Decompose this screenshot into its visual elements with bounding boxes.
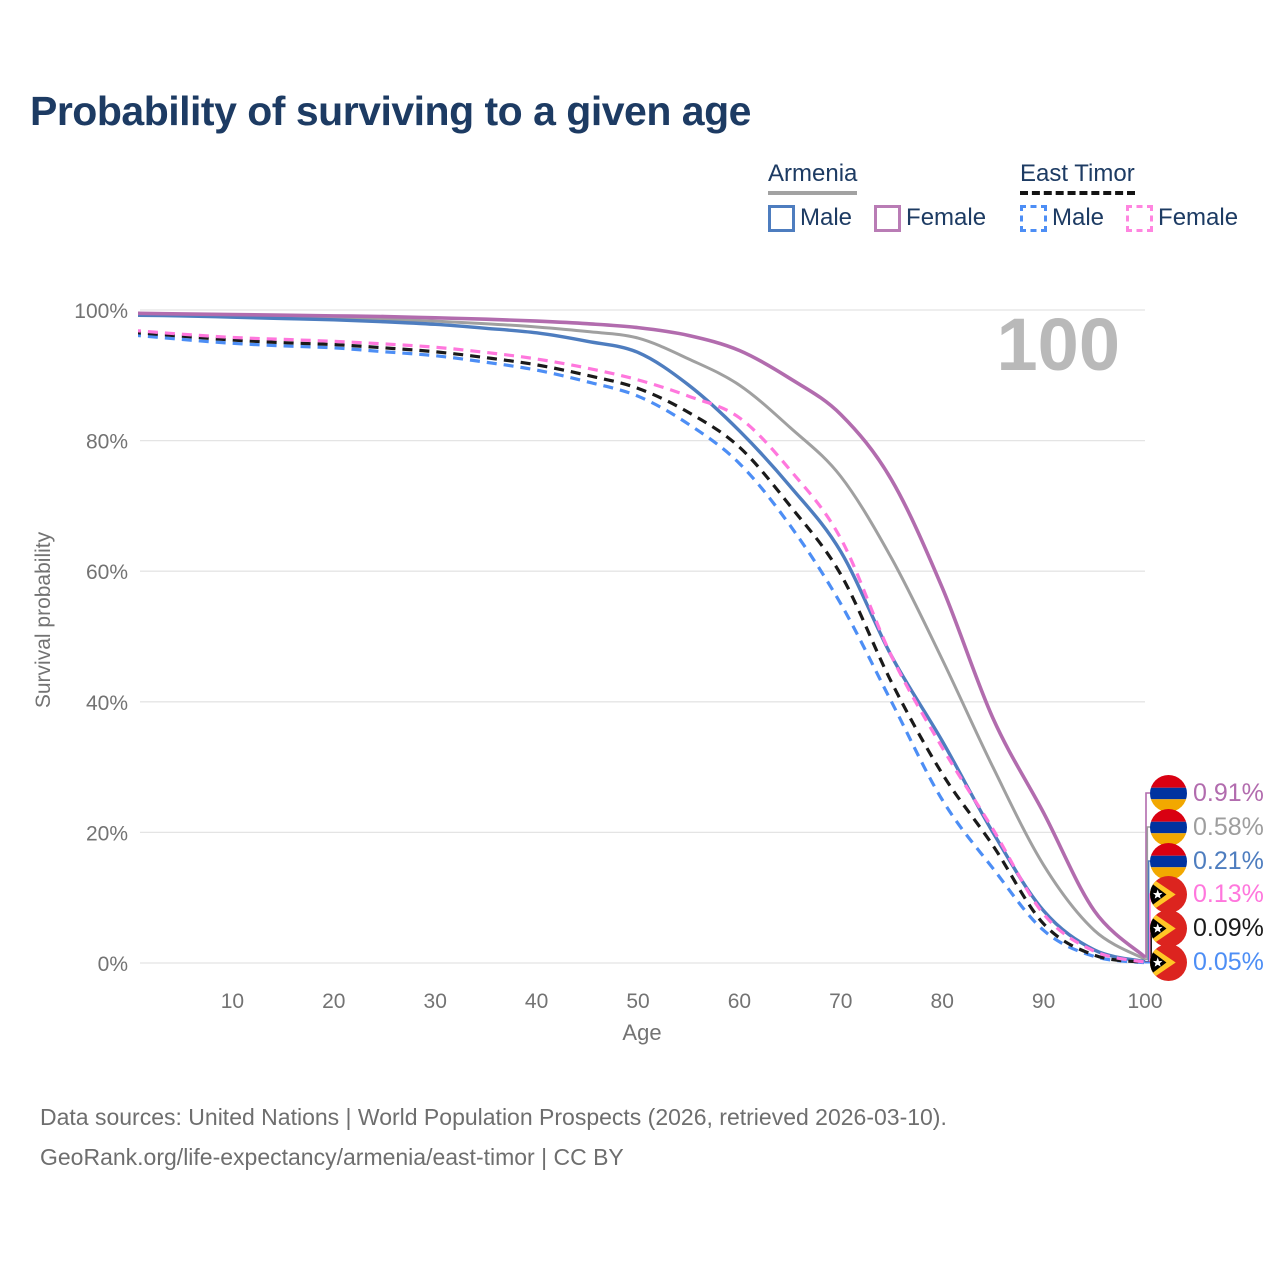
series-line-east-timor-male[interactable] — [131, 333, 1146, 965]
x-tick-label: 100 — [1127, 990, 1162, 1013]
x-tick-label: 40 — [525, 990, 548, 1013]
armenia-flag-svg — [1150, 842, 1187, 880]
end-label-row: 0.58% — [1150, 808, 1264, 846]
end-label-row: 0.09% — [1150, 909, 1264, 947]
armenia-flag-icon — [1150, 774, 1187, 812]
legend-item-label: Male — [1052, 204, 1105, 231]
armenia-flag-icon — [1150, 808, 1187, 846]
y-tick-label: 80% — [86, 431, 128, 454]
survival-chart[interactable]: 0% 20% 40% 60% 80% 100% 100 10 20 30 40 50 60 70 80 90 1… — [0, 270, 1280, 1070]
end-label-row: 0.05% — [1150, 943, 1264, 981]
legend-item-label: Male — [800, 204, 853, 231]
data-sources-footer: Data sources: United Nations | World Pop… — [40, 1098, 947, 1177]
series-line-armenia-female[interactable] — [131, 311, 1147, 959]
legend-item-east-timor-female[interactable]: Female — [1126, 204, 1238, 232]
legend-item-armenia-male[interactable]: Male — [768, 204, 852, 232]
series-line-armenia-both-sexes[interactable] — [131, 313, 1146, 961]
armenia-flag-icon — [1150, 842, 1187, 880]
armenia-female-swatch-icon — [874, 204, 902, 232]
east-timor-flag-icon — [1150, 909, 1187, 947]
series-line-armenia-male[interactable] — [131, 313, 1146, 964]
legend-item-armenia-female[interactable]: Female — [874, 204, 986, 232]
east-timor-female-swatch-icon — [1126, 204, 1154, 232]
end-label-value: 0.09% — [1193, 913, 1264, 942]
east-timor-flag-svg — [1150, 943, 1187, 981]
x-tick-label: 60 — [728, 990, 751, 1013]
legend-item-label: Female — [1158, 204, 1239, 231]
east-timor-flag-icon — [1150, 943, 1187, 981]
x-axis-title: Age — [622, 1020, 661, 1045]
legend-group-east-timor: East Timor Male Female — [1020, 160, 1238, 232]
end-label-row: 0.13% — [1150, 875, 1264, 913]
chart-title: Probability of surviving to a given age — [30, 88, 751, 134]
y-tick-label: 60% — [86, 561, 128, 584]
footer-line-2: GeoRank.org/life-expectancy/armenia/east… — [40, 1143, 624, 1170]
legend-header-east-timor[interactable]: East Timor — [1020, 160, 1135, 195]
y-tick-label: 20% — [86, 822, 128, 845]
end-label-value: 0.91% — [1193, 778, 1264, 807]
x-tick-label: 10 — [221, 990, 244, 1013]
legend-item-label: Female — [906, 204, 987, 231]
x-tick-label: 20 — [322, 990, 345, 1013]
east-timor-male-swatch-icon — [1020, 204, 1047, 232]
x-tick-label: 70 — [829, 990, 852, 1013]
y-tick-label: 40% — [86, 692, 128, 715]
end-label-value: 0.21% — [1193, 846, 1264, 875]
end-label-value: 0.13% — [1193, 879, 1264, 908]
armenia-flag-svg — [1150, 774, 1187, 812]
end-label-value: 0.58% — [1193, 812, 1264, 841]
x-tick-label: 90 — [1032, 990, 1055, 1013]
east-timor-flag-icon — [1150, 875, 1187, 913]
x-tick-label: 30 — [424, 990, 447, 1013]
armenia-male-swatch-icon — [768, 204, 795, 232]
east-timor-flag-svg — [1150, 875, 1187, 913]
end-label-row: 0.91% — [1150, 774, 1264, 812]
armenia-flag-svg — [1150, 808, 1187, 846]
x-tick-label: 80 — [931, 990, 954, 1013]
y-tick-label: 100% — [74, 300, 128, 323]
y-tick-label: 0% — [98, 953, 128, 976]
y-axis-title: Survival probability — [32, 531, 55, 708]
legend-item-east-timor-male[interactable]: Male — [1020, 204, 1104, 232]
series-line-east-timor-female[interactable] — [131, 329, 1146, 964]
end-label-row: 0.21% — [1150, 842, 1264, 880]
footer-line-1: Data sources: United Nations | World Pop… — [40, 1104, 947, 1130]
age-counter-watermark: 100 — [997, 303, 1120, 386]
east-timor-flag-svg — [1150, 909, 1187, 947]
legend-group-armenia: Armenia Male Female — [768, 160, 986, 232]
end-label-value: 0.05% — [1193, 947, 1264, 976]
legend-header-armenia[interactable]: Armenia — [768, 160, 858, 195]
x-tick-label: 50 — [626, 990, 649, 1013]
series-line-east-timor-both-sexes[interactable] — [131, 331, 1146, 965]
